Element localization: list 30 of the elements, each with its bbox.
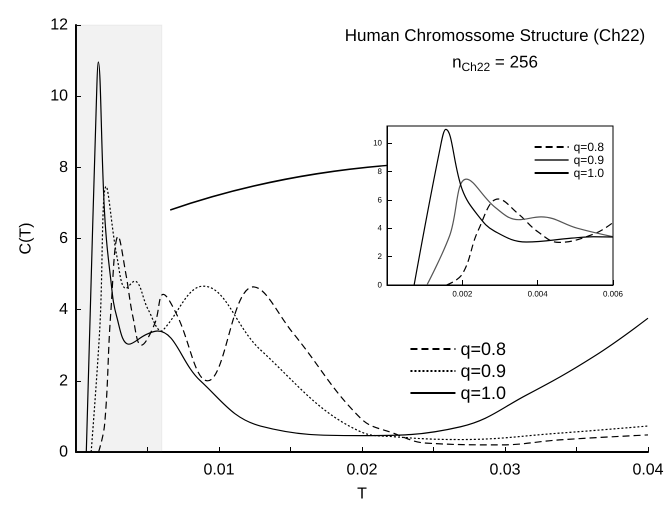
y-tick-label: 0 bbox=[378, 280, 383, 290]
y-tick-label: 4 bbox=[378, 224, 383, 233]
x-tick-label: 0.004 bbox=[528, 290, 548, 298]
chart-title: Human Chromossome Structure (Ch22) bbox=[344, 26, 646, 45]
y-tick-label: 4 bbox=[59, 301, 68, 318]
x-tick-label: 0.002 bbox=[452, 290, 473, 298]
legend-label: q=1.0 bbox=[460, 383, 506, 403]
x-tick-label: 0.01 bbox=[203, 462, 235, 478]
legend-label: q=1.0 bbox=[574, 166, 604, 180]
y-tick-label: 2 bbox=[59, 372, 68, 390]
y-tick-label: 8 bbox=[59, 158, 68, 176]
x-axis-title: T bbox=[357, 486, 368, 502]
legend-label: q=0.8 bbox=[574, 140, 604, 154]
line-series bbox=[426, 178, 614, 286]
y-tick-label: 0 bbox=[59, 444, 68, 460]
y-tick-label: 10 bbox=[50, 88, 68, 105]
legend-label: q=0.9 bbox=[574, 153, 604, 167]
x-tick-label: 0.04 bbox=[632, 462, 664, 478]
x-tick-label: 0.02 bbox=[346, 462, 378, 478]
y-tick-label: 2 bbox=[378, 252, 383, 262]
x-tick-label: 0.03 bbox=[489, 462, 521, 478]
y-tick-label: 6 bbox=[59, 230, 68, 247]
y-axis-title: C(T) bbox=[18, 222, 34, 254]
legend-label: q=0.8 bbox=[460, 339, 506, 359]
y-tick-label: 6 bbox=[378, 195, 383, 204]
legend-label: q=0.9 bbox=[460, 361, 506, 381]
x-tick-label: 0.006 bbox=[602, 290, 624, 298]
y-tick-label: 8 bbox=[378, 166, 383, 176]
y-tick-label: 12 bbox=[50, 16, 68, 34]
y-tick-label: 10 bbox=[373, 138, 383, 148]
